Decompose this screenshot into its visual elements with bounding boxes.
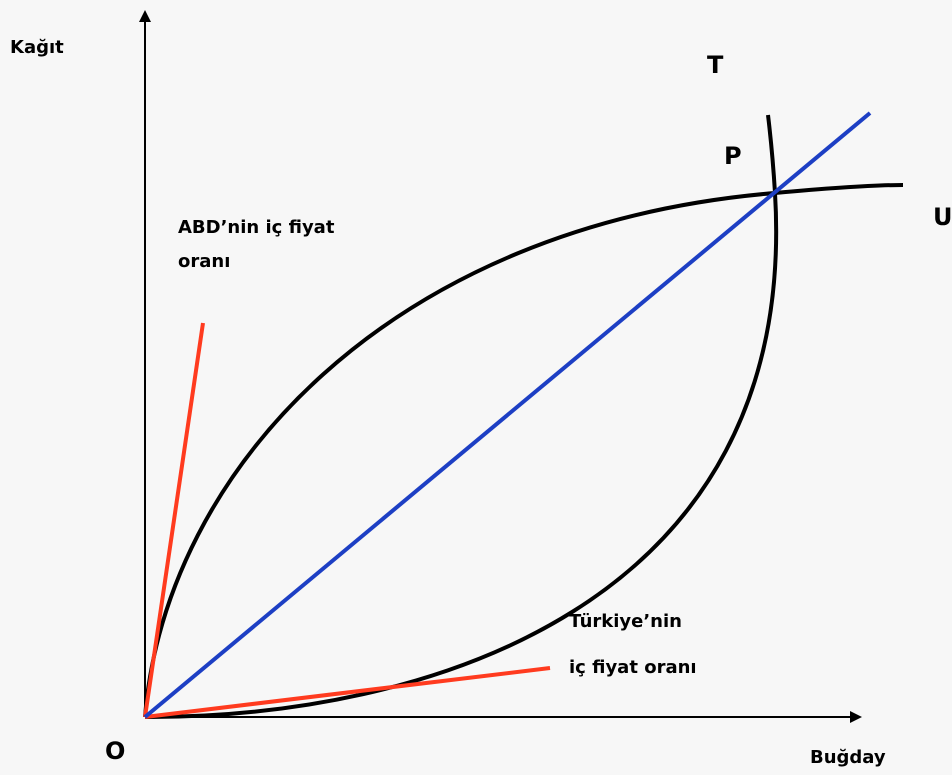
turkey-label: iç fiyat oranı (569, 657, 697, 678)
offer-curve-u (143, 183, 904, 718)
turkey-price-line (144, 666, 551, 719)
origin-label: O (105, 737, 125, 765)
point-label: P (724, 142, 742, 170)
curve-u-label: U (933, 203, 952, 231)
usa-price-line (143, 322, 205, 718)
usa-label: oranı (178, 251, 230, 272)
terms-of-trade-line (143, 111, 872, 719)
turkey-label: Türkiye’nin (569, 611, 682, 632)
usa-label: ABD’nin iç fiyat (178, 217, 335, 238)
offer-curve-t (144, 114, 779, 720)
x-label: Buğday (810, 747, 886, 768)
y-label: Kağıt (10, 37, 64, 58)
curve-t-label: T (707, 51, 724, 79)
